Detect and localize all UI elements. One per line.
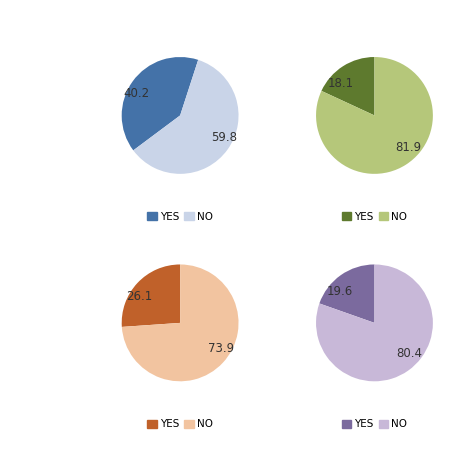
Text: 73.9: 73.9 (208, 342, 234, 355)
Wedge shape (316, 57, 433, 174)
Text: 18.1: 18.1 (328, 77, 354, 90)
Wedge shape (319, 265, 374, 323)
Text: Women: Women (151, 14, 209, 28)
Wedge shape (122, 265, 180, 327)
Text: 59.8: 59.8 (211, 131, 237, 144)
Wedge shape (133, 60, 238, 174)
Text: 19.6: 19.6 (326, 285, 353, 298)
Wedge shape (122, 265, 238, 381)
Wedge shape (321, 57, 374, 115)
Legend: YES, NO: YES, NO (147, 212, 213, 222)
Legend: YES, NO: YES, NO (342, 212, 407, 222)
Wedge shape (316, 265, 433, 381)
Text: Men: Men (358, 14, 391, 28)
Text: Self-Identify as
Bisexual: Self-Identify as Bisexual (29, 96, 51, 191)
Legend: YES, NO: YES, NO (342, 420, 407, 429)
Text: 80.4: 80.4 (396, 348, 422, 361)
Text: 26.1: 26.1 (126, 290, 152, 303)
Text: 40.2: 40.2 (123, 87, 149, 100)
Legend: YES, NO: YES, NO (147, 420, 213, 429)
Wedge shape (122, 57, 198, 150)
Text: Any Bisexual
Sexual History: Any Bisexual Sexual History (29, 306, 51, 397)
Text: 81.9: 81.9 (395, 141, 421, 154)
